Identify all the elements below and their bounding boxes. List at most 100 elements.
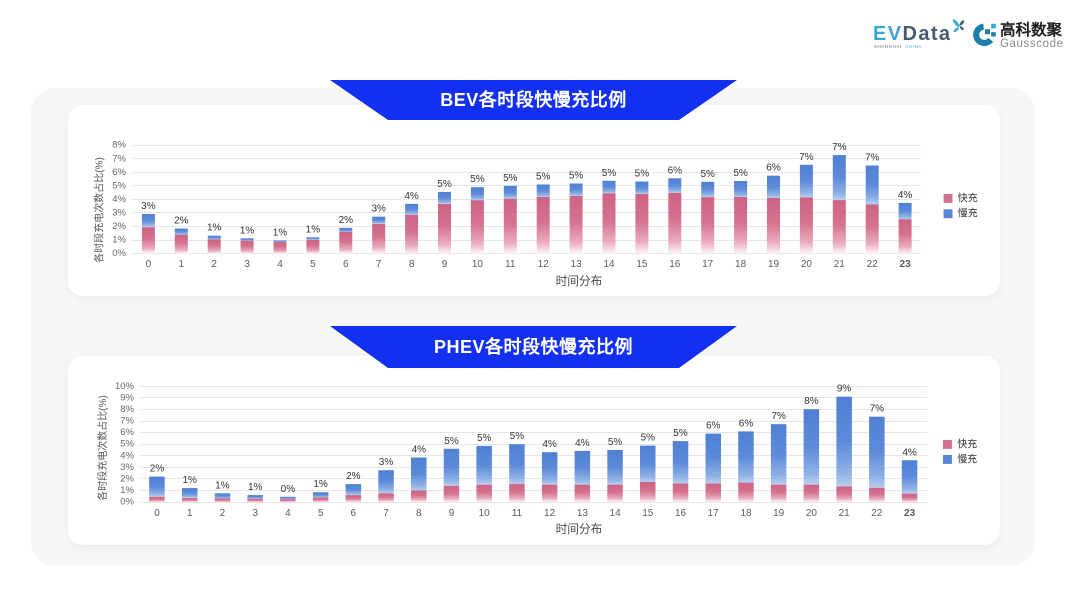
svg-text:17: 17	[702, 259, 714, 270]
svg-text:4%: 4%	[120, 450, 134, 461]
svg-text:2%: 2%	[346, 471, 361, 482]
svg-text:8: 8	[416, 508, 422, 519]
svg-text:5%: 5%	[635, 169, 650, 180]
svg-text:5%: 5%	[673, 428, 688, 439]
svg-text:14: 14	[610, 508, 622, 519]
svg-text:23: 23	[900, 259, 912, 270]
svg-text:15: 15	[636, 259, 648, 270]
svg-text:1%: 1%	[112, 235, 126, 246]
svg-text:11: 11	[512, 508, 523, 519]
svg-text:20: 20	[806, 508, 818, 519]
svg-text:21: 21	[839, 508, 851, 519]
svg-text:5%: 5%	[608, 437, 623, 448]
svg-text:3: 3	[252, 508, 258, 519]
svg-text:13: 13	[577, 508, 589, 519]
svg-text:5%: 5%	[700, 169, 715, 180]
svg-text:4%: 4%	[575, 438, 590, 449]
svg-text:7%: 7%	[120, 416, 134, 427]
svg-text:12: 12	[538, 259, 550, 270]
svg-text:14: 14	[603, 259, 615, 270]
svg-text:7%: 7%	[112, 153, 126, 164]
svg-text:慢充: 慢充	[958, 207, 978, 220]
svg-text:9: 9	[449, 508, 455, 519]
svg-text:3%: 3%	[112, 207, 126, 218]
svg-text:18: 18	[735, 259, 747, 270]
svg-text:6: 6	[351, 508, 357, 519]
svg-text:5%: 5%	[569, 171, 584, 182]
svg-text:9: 9	[442, 259, 448, 270]
svg-text:7%: 7%	[832, 142, 847, 153]
svg-text:8%: 8%	[120, 404, 134, 415]
svg-text:0%: 0%	[112, 248, 126, 259]
svg-text:6%: 6%	[120, 427, 134, 438]
svg-text:2%: 2%	[174, 216, 189, 227]
svg-text:1%: 1%	[313, 479, 328, 490]
svg-text:9%: 9%	[120, 393, 134, 404]
svg-text:5%: 5%	[112, 180, 126, 191]
svg-text:23: 23	[904, 508, 916, 519]
svg-text:慢充: 慢充	[957, 452, 977, 465]
svg-text:0: 0	[154, 508, 160, 519]
svg-text:4%: 4%	[112, 194, 126, 205]
svg-text:5%: 5%	[477, 433, 492, 444]
svg-text:10: 10	[479, 508, 491, 519]
svg-text:5: 5	[310, 259, 316, 270]
svg-text:6%: 6%	[668, 165, 683, 176]
svg-text:3%: 3%	[120, 462, 134, 473]
svg-text:5%: 5%	[733, 168, 748, 179]
svg-text:6%: 6%	[112, 167, 126, 178]
svg-text:4%: 4%	[902, 447, 917, 458]
svg-text:4: 4	[285, 508, 291, 519]
svg-text:8: 8	[409, 259, 415, 270]
svg-text:8%: 8%	[804, 396, 819, 407]
svg-text:0%: 0%	[120, 497, 134, 508]
svg-text:21: 21	[834, 259, 846, 270]
svg-text:12: 12	[544, 508, 556, 519]
svg-text:0%: 0%	[281, 484, 296, 495]
svg-text:8%: 8%	[112, 140, 126, 151]
svg-text:1%: 1%	[207, 223, 222, 234]
svg-text:5%: 5%	[536, 172, 551, 183]
svg-text:1%: 1%	[182, 475, 197, 486]
svg-text:4%: 4%	[412, 445, 427, 456]
svg-text:5%: 5%	[437, 179, 452, 190]
svg-text:7%: 7%	[799, 152, 814, 163]
svg-text:6: 6	[343, 259, 349, 270]
svg-text:1: 1	[179, 259, 185, 270]
svg-text:5: 5	[318, 508, 324, 519]
svg-text:10: 10	[472, 259, 484, 270]
svg-text:6%: 6%	[706, 421, 721, 432]
svg-text:2: 2	[220, 508, 226, 519]
svg-text:20: 20	[801, 259, 813, 270]
svg-text:快充: 快充	[958, 191, 978, 204]
svg-text:7: 7	[383, 508, 389, 519]
svg-text:22: 22	[871, 508, 883, 519]
svg-text:5%: 5%	[470, 174, 485, 185]
svg-text:4%: 4%	[898, 190, 913, 201]
svg-text:0: 0	[146, 259, 152, 270]
svg-text:2: 2	[211, 259, 217, 270]
svg-text:各时段充电次数占比(%): 各时段充电次数占比(%)	[96, 395, 109, 501]
svg-text:5%: 5%	[602, 168, 617, 179]
svg-text:时间分布: 时间分布	[556, 275, 603, 288]
svg-text:15: 15	[642, 508, 654, 519]
svg-text:17: 17	[708, 508, 720, 519]
svg-text:1: 1	[187, 508, 193, 519]
svg-text:19: 19	[768, 259, 780, 270]
svg-text:16: 16	[675, 508, 687, 519]
svg-text:6%: 6%	[766, 163, 781, 174]
svg-text:1%: 1%	[248, 482, 263, 493]
svg-text:9%: 9%	[837, 384, 852, 395]
svg-text:5%: 5%	[641, 433, 656, 444]
svg-text:18: 18	[740, 508, 752, 519]
svg-text:1%: 1%	[273, 228, 288, 239]
svg-text:3: 3	[244, 259, 250, 270]
svg-text:时间分布: 时间分布	[556, 523, 603, 536]
svg-text:2%: 2%	[120, 473, 134, 484]
svg-text:7%: 7%	[865, 153, 880, 164]
svg-text:2%: 2%	[112, 221, 126, 232]
svg-text:5%: 5%	[503, 173, 518, 184]
svg-text:3%: 3%	[379, 457, 394, 468]
svg-text:1%: 1%	[240, 225, 255, 236]
svg-text:1%: 1%	[215, 480, 230, 491]
